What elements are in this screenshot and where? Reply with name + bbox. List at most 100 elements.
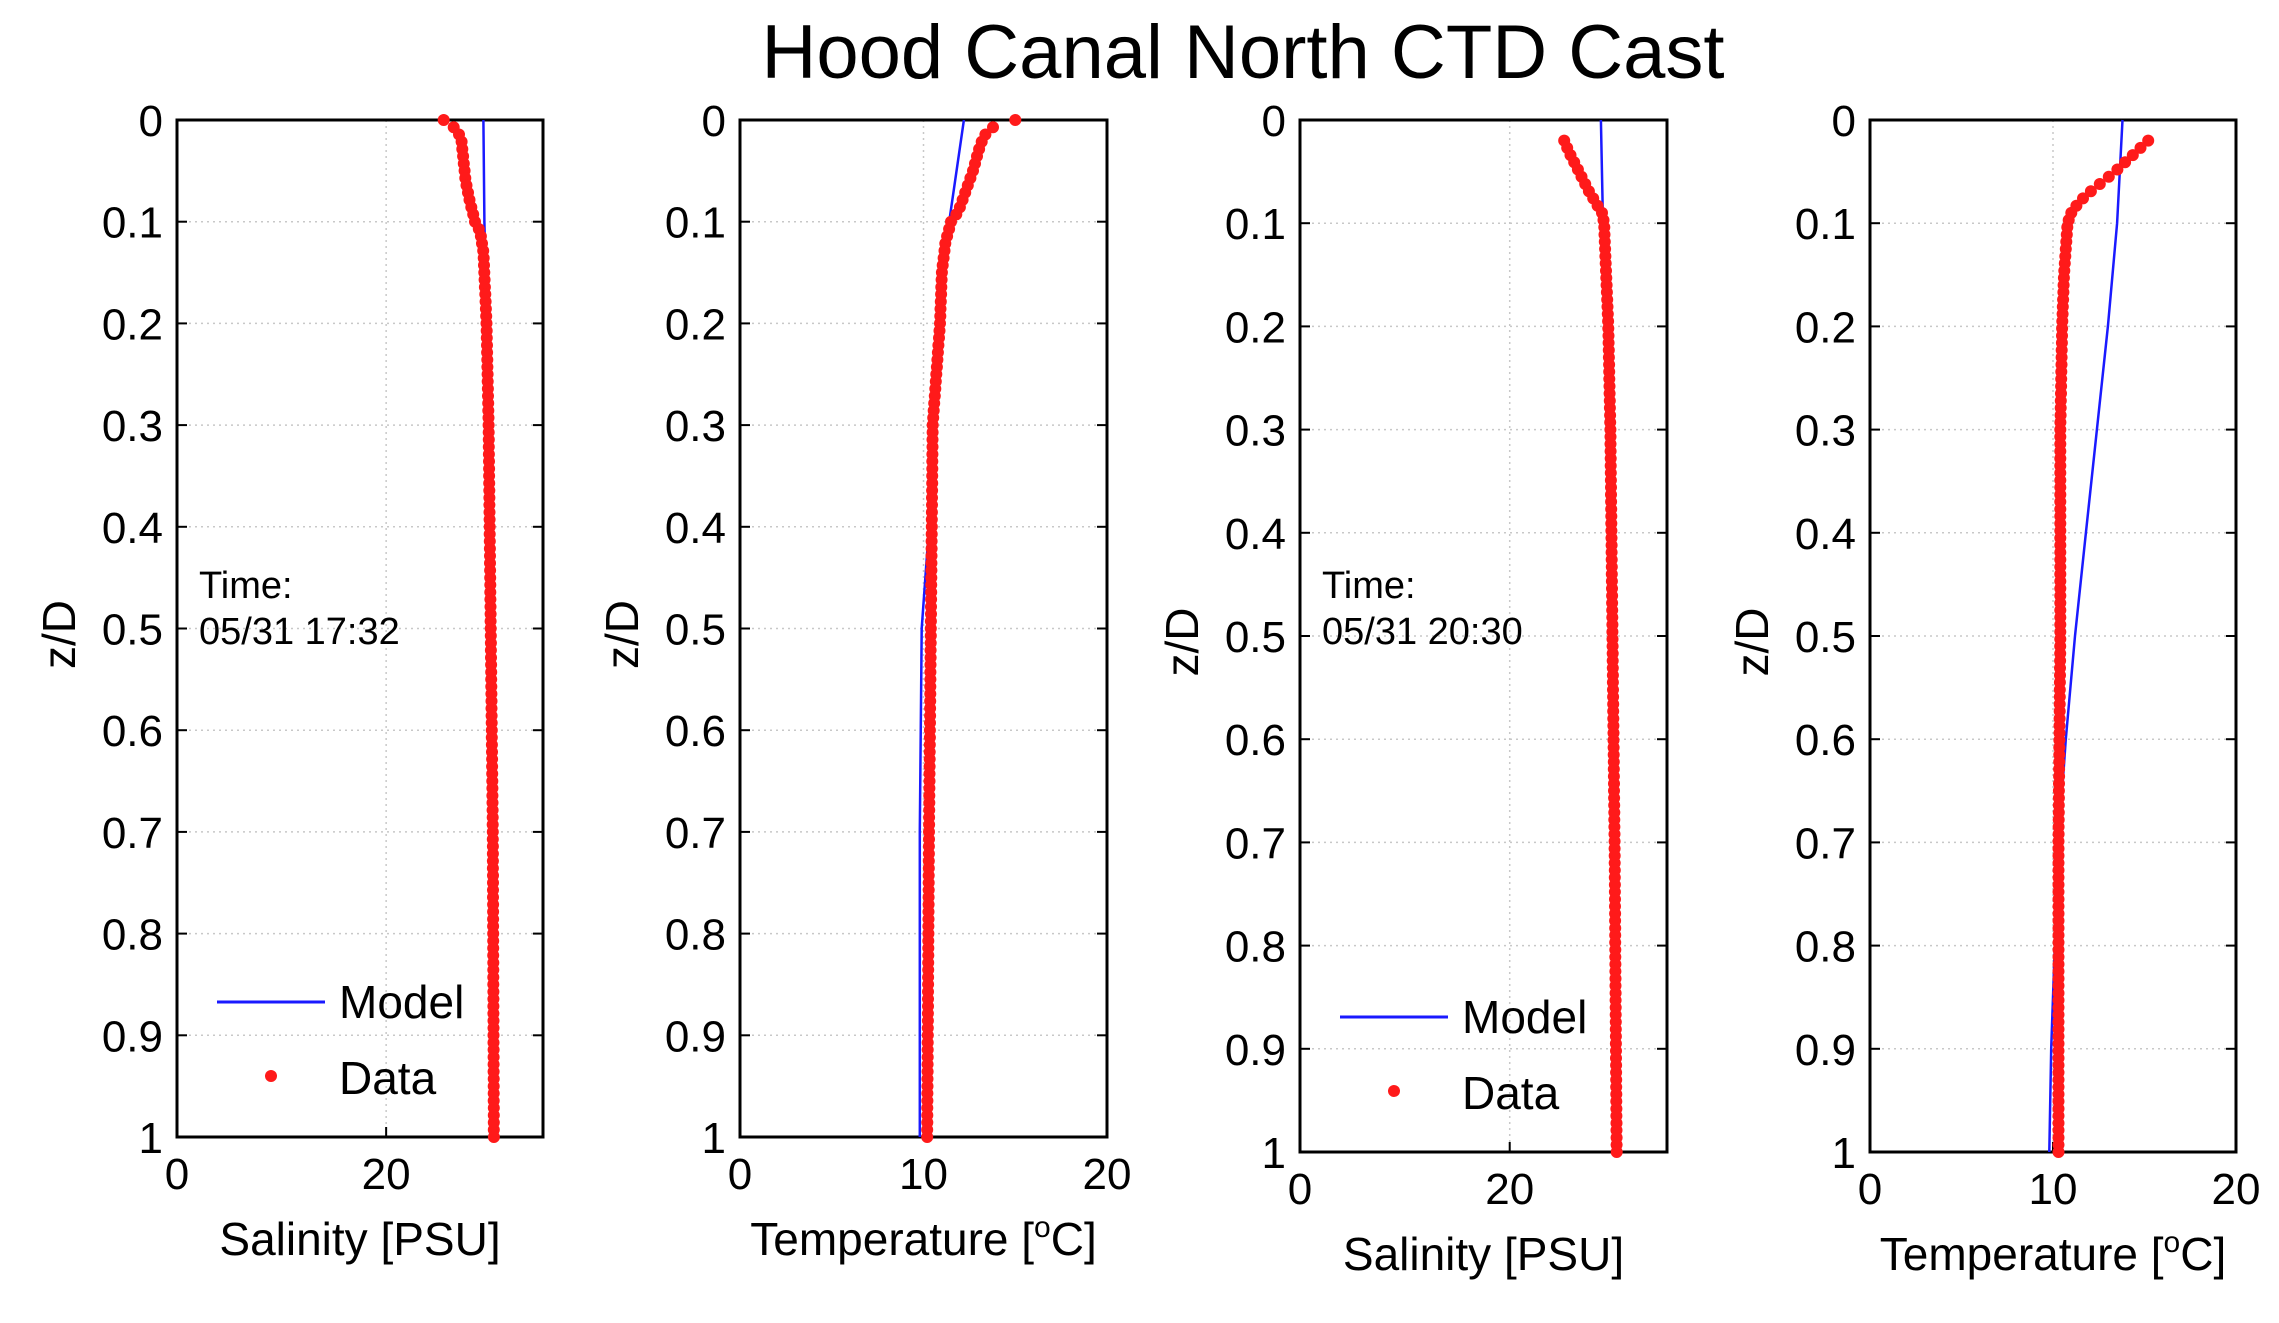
y-tick-label: 0.6	[1225, 716, 1286, 765]
y-tick-label: 0.5	[665, 606, 726, 655]
legend-data-label: Data	[339, 1052, 437, 1104]
x-axis-label: Temperature [oC]	[1880, 1226, 2226, 1280]
legend: Model Data	[217, 976, 464, 1104]
panel-salinity-cast-2: 00.10.20.30.40.50.60.70.80.910 20z/DSalin…	[1156, 97, 1669, 1280]
x-axis-label-end: C]	[2180, 1228, 2226, 1280]
data-series	[437, 114, 500, 1143]
x-axis-label-main: Temperature [	[750, 1213, 1034, 1265]
y-tick-label: 0.9	[665, 1012, 726, 1061]
y-tick-label: 0.3	[1795, 407, 1856, 456]
y-tick-label: 0.8	[665, 911, 726, 960]
legend-data-label: Data	[1462, 1067, 1560, 1119]
time-value: 05/31 20:30	[1322, 611, 1523, 653]
x-tick-label: 0	[165, 1150, 189, 1199]
data-point	[437, 114, 450, 126]
y-tick-label: 0.1	[1795, 200, 1856, 249]
panel-temperature-cast-2: 00.10.20.30.40.50.60.70.80.910 10 20z/DTem…	[1726, 97, 2260, 1280]
data-point	[1610, 1146, 1623, 1158]
y-tick-label: 0.6	[102, 707, 163, 756]
data-point	[1009, 114, 1022, 126]
data-point	[487, 1131, 500, 1143]
x-axis-label: Salinity [PSU]	[219, 1213, 500, 1265]
legend: Model Data	[1340, 991, 1587, 1119]
y-tick-label: 0.3	[665, 402, 726, 451]
x-axis-label-superscript: o	[1034, 1211, 1051, 1244]
y-tick-label: 1	[139, 1114, 163, 1163]
x-tick-label: 20	[362, 1150, 411, 1199]
data-point	[2093, 178, 2106, 190]
time-value: 05/31 17:32	[199, 611, 400, 653]
y-tick-label: 0	[1262, 97, 1286, 146]
y-tick-label: 0.2	[665, 300, 726, 349]
data-point	[2111, 163, 2124, 176]
y-tick-label: 0.3	[102, 402, 163, 451]
x-tick-label: 20	[1083, 1150, 1132, 1199]
x-axis-label-end: C]	[1051, 1213, 1097, 1265]
y-tick-label: 0.4	[102, 504, 163, 553]
data-point	[2126, 149, 2139, 162]
y-tick-label: 0.1	[102, 199, 163, 248]
y-tick-label: 1	[1262, 1129, 1286, 1178]
y-axis-label: z/D	[1726, 608, 1778, 677]
data-point	[921, 1131, 934, 1143]
y-tick-label: 0	[702, 97, 726, 146]
x-tick-label: 10	[2029, 1165, 2078, 1214]
data-point	[2084, 185, 2097, 198]
y-tick-label: 0.9	[1225, 1026, 1286, 1075]
data-point	[987, 121, 999, 134]
y-tick-label: 1	[702, 1114, 726, 1163]
data-point	[2102, 170, 2115, 183]
x-axis-label-main: Temperature [	[1880, 1228, 2164, 1280]
y-tick-label: 0	[139, 97, 163, 146]
y-tick-label: 0.5	[1225, 613, 1286, 662]
x-tick-label: 20	[1485, 1165, 1534, 1214]
y-tick-label: 0.7	[1225, 819, 1286, 868]
y-tick-label: 0.7	[102, 809, 163, 858]
y-tick-label: 0.9	[102, 1012, 163, 1061]
y-tick-label: 0.9	[1795, 1026, 1856, 1075]
legend-data-swatch	[1388, 1085, 1400, 1097]
panel-temperature-cast-1: 00.10.20.30.40.50.60.70.80.910 10 20z/DTem…	[596, 97, 1131, 1265]
legend-data-swatch	[265, 1070, 277, 1082]
y-tick-label: 0.2	[1795, 303, 1856, 352]
y-tick-label: 1	[1832, 1129, 1856, 1178]
x-tick-label: 10	[899, 1150, 948, 1199]
y-tick-label: 0.6	[1795, 716, 1856, 765]
y-tick-label: 0.2	[102, 300, 163, 349]
data-series	[921, 114, 1022, 1143]
y-tick-label: 0.8	[102, 911, 163, 960]
data-point	[2142, 134, 2155, 147]
x-axis-label: Salinity [PSU]	[1343, 1228, 1624, 1280]
y-tick-label: 0.6	[665, 707, 726, 756]
data-point	[2134, 141, 2147, 154]
y-tick-label: 0.7	[1795, 819, 1856, 868]
time-label: Time:	[1322, 565, 1416, 607]
time-label: Time:	[199, 565, 293, 607]
y-tick-label: 0.1	[1225, 200, 1286, 249]
panel-salinity-cast-1: 00.10.20.30.40.50.60.70.80.910 20z/DSalin…	[33, 97, 545, 1265]
y-axis-label: z/D	[1156, 608, 1208, 677]
x-axis-label-superscript: o	[2164, 1226, 2181, 1259]
data-point	[2119, 156, 2132, 169]
y-tick-label: 0.4	[1225, 510, 1286, 559]
y-tick-label: 0	[1832, 97, 1856, 146]
x-tick-label: 0	[728, 1150, 752, 1199]
x-tick-label: 0	[1288, 1165, 1312, 1214]
y-tick-label: 0.8	[1225, 923, 1286, 972]
figure-title: Hood Canal North CTD Cast	[761, 10, 1724, 95]
y-tick-label: 0.2	[1225, 303, 1286, 352]
y-axis-label: z/D	[596, 600, 648, 669]
legend-model-label: Model	[1462, 991, 1587, 1043]
data-point	[2052, 1146, 2065, 1158]
y-tick-label: 0.5	[1795, 613, 1856, 662]
y-tick-label: 0.5	[102, 606, 163, 655]
y-tick-label: 0.3	[1225, 407, 1286, 456]
y-tick-label: 0.8	[1795, 923, 1856, 972]
y-tick-label: 0.4	[665, 504, 726, 553]
x-axis-label: Temperature [oC]	[750, 1211, 1096, 1265]
x-tick-label: 0	[1858, 1165, 1882, 1214]
y-tick-label: 0.4	[1795, 510, 1856, 559]
y-axis-label: z/D	[33, 600, 85, 669]
y-tick-label: 0.7	[665, 809, 726, 858]
